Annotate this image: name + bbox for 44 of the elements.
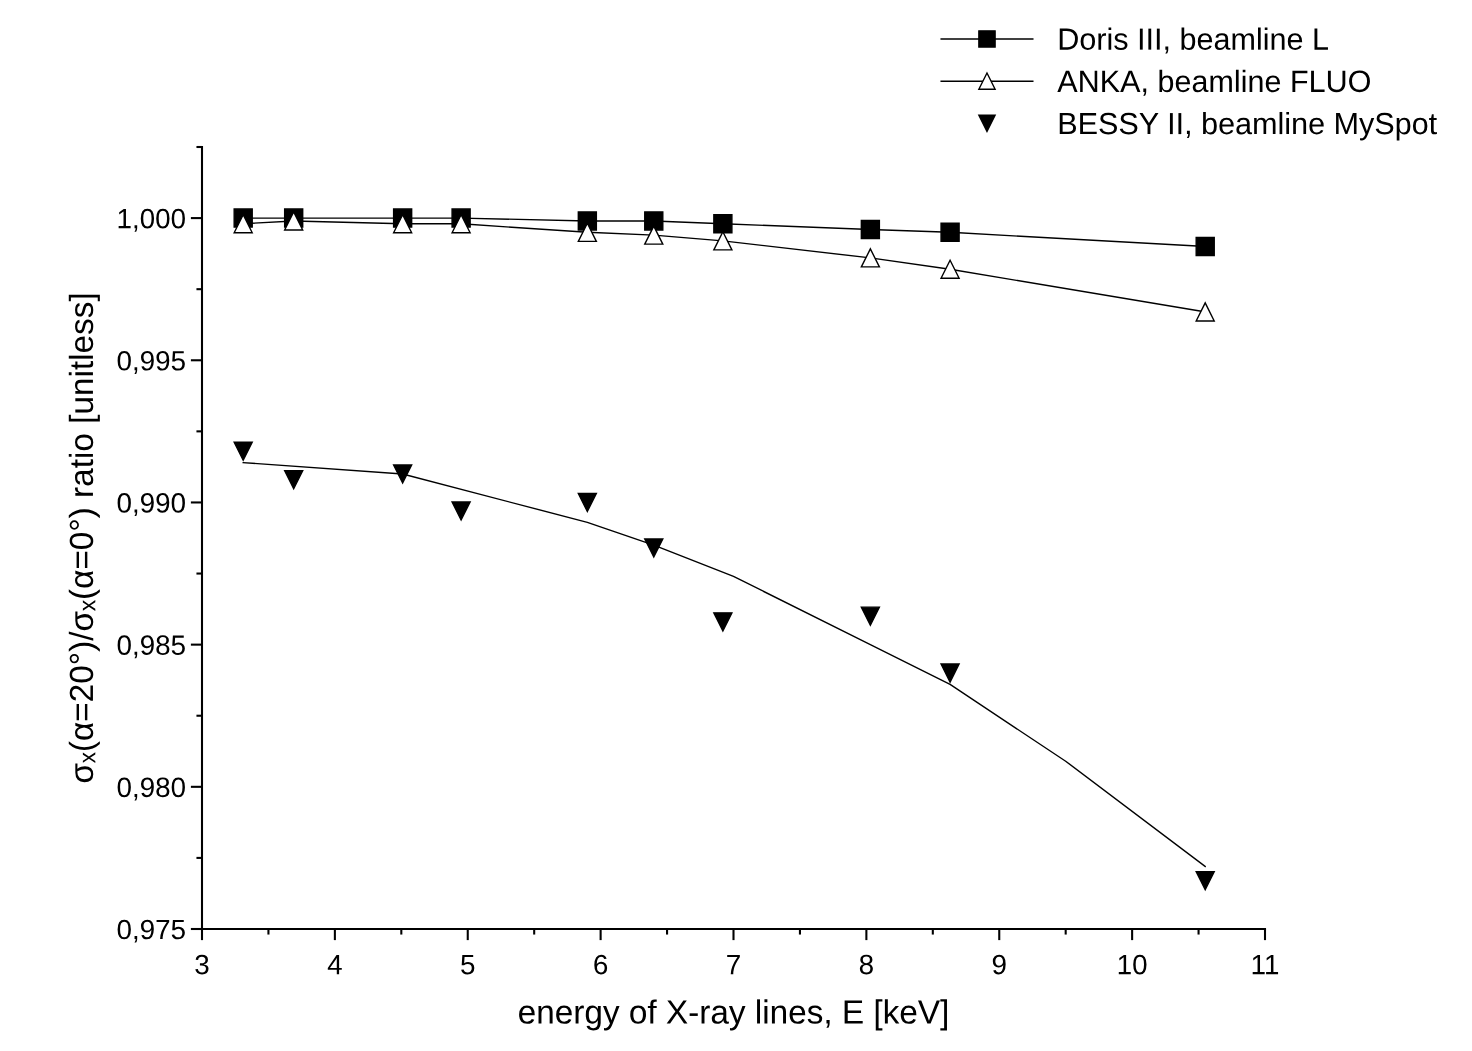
point [451,501,471,521]
x-tick-label: 10 [1118,954,1147,975]
y-axis-title: σₓ(α=20°)/σₓ(α=0°) ratio [unitless] [68,294,100,783]
legend-label: BESSY II, beamline MySpot [1059,111,1437,141]
x-tick-label: 4 [327,955,342,975]
point [713,214,733,234]
y-tick-label: 0,985 [117,635,185,659]
x-tick-label: 7 [727,955,740,975]
point [713,612,733,632]
y-tick-label: 1,000 [118,208,185,232]
point [644,211,664,231]
x-tick-label: 3 [195,954,209,975]
point [1195,236,1215,257]
point [713,231,733,251]
point [860,219,881,240]
point [940,663,960,683]
y-tick-label: 0,975 [117,919,185,943]
point [860,248,881,268]
point [451,214,471,234]
x-tick-label: 6 [594,954,608,975]
point [1195,870,1215,891]
y-tick-label: 0,990 [117,493,185,517]
legend-label: Doris III, beamline L [1059,27,1328,54]
legend-label: ANKA, beamline FLUO [1057,69,1370,96]
point [644,225,664,245]
point [283,469,304,490]
x-tick-label: 9 [992,954,1006,975]
x-tick-label: 11 [1252,955,1279,975]
point [860,606,881,626]
point [577,492,598,513]
y-tick-label: 0,995 [117,350,185,374]
point [233,214,253,234]
point [392,464,413,484]
point [940,259,960,279]
y-tick-label: 0,980 [117,777,185,801]
point [644,538,664,558]
point [392,214,413,234]
point [233,441,253,461]
point [1195,302,1215,322]
x-tick-label: 8 [859,954,873,975]
point [940,222,960,243]
x-axis-title: energy of X-ray lines, E [keV] [519,999,947,1031]
point [577,222,598,243]
x-tick-label: 5 [461,955,475,975]
